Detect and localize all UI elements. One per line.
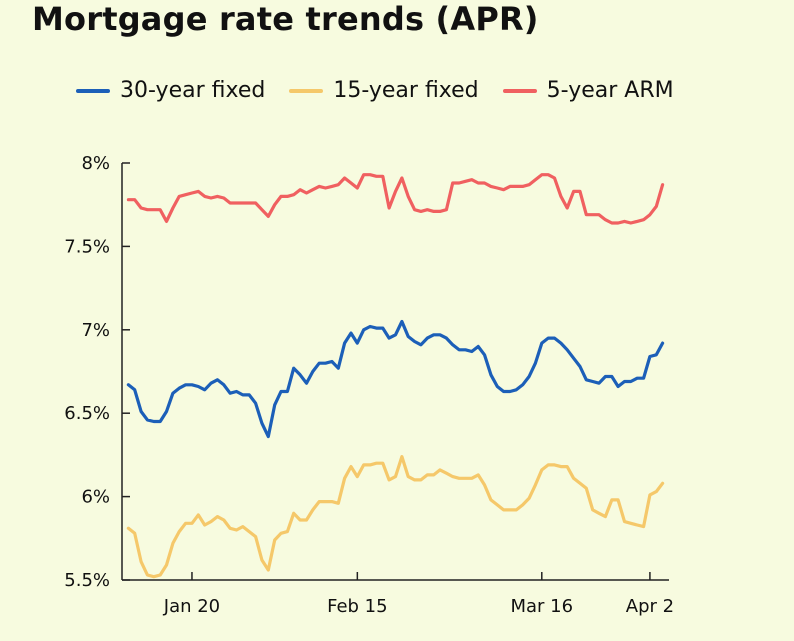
legend-item-30-year-fixed: 30-year fixed xyxy=(76,78,265,103)
x-tick-label: Mar 16 xyxy=(510,596,573,617)
x-tick-label: Apr 2 xyxy=(626,596,674,617)
chart-legend: 30-year fixed 15-year fixed 5-year ARM xyxy=(76,78,698,103)
y-tick-label: 8% xyxy=(81,153,110,174)
legend-label-15-year-fixed: 15-year fixed xyxy=(333,78,479,103)
legend-label-5-year-arm: 5-year ARM xyxy=(546,78,674,103)
legend-swatch-15-year-fixed xyxy=(289,88,324,93)
y-tick-label: 6% xyxy=(81,487,110,508)
y-tick-label: 6.5% xyxy=(64,403,110,424)
series-line-30-year-fixed xyxy=(126,319,665,439)
y-tick-label: 7.5% xyxy=(64,236,110,257)
y-tick-label: 5.5% xyxy=(64,570,110,591)
legend-label-30-year-fixed: 30-year fixed xyxy=(120,78,266,103)
series-line-5-year-arm xyxy=(126,173,665,225)
legend-swatch-5-year-arm xyxy=(502,88,537,93)
y-tick-label: 7% xyxy=(81,320,110,341)
chart-title: Mortgage rate trends (APR) xyxy=(32,0,539,38)
x-tick-label: Jan 20 xyxy=(163,596,220,617)
x-tick-label: Feb 15 xyxy=(327,596,388,617)
series-line-15-year-fixed xyxy=(126,455,665,579)
legend-swatch-30-year-fixed xyxy=(76,88,110,93)
legend-item-5-year-arm: 5-year ARM xyxy=(502,78,674,103)
legend-item-15-year-fixed: 15-year fixed xyxy=(289,78,479,103)
